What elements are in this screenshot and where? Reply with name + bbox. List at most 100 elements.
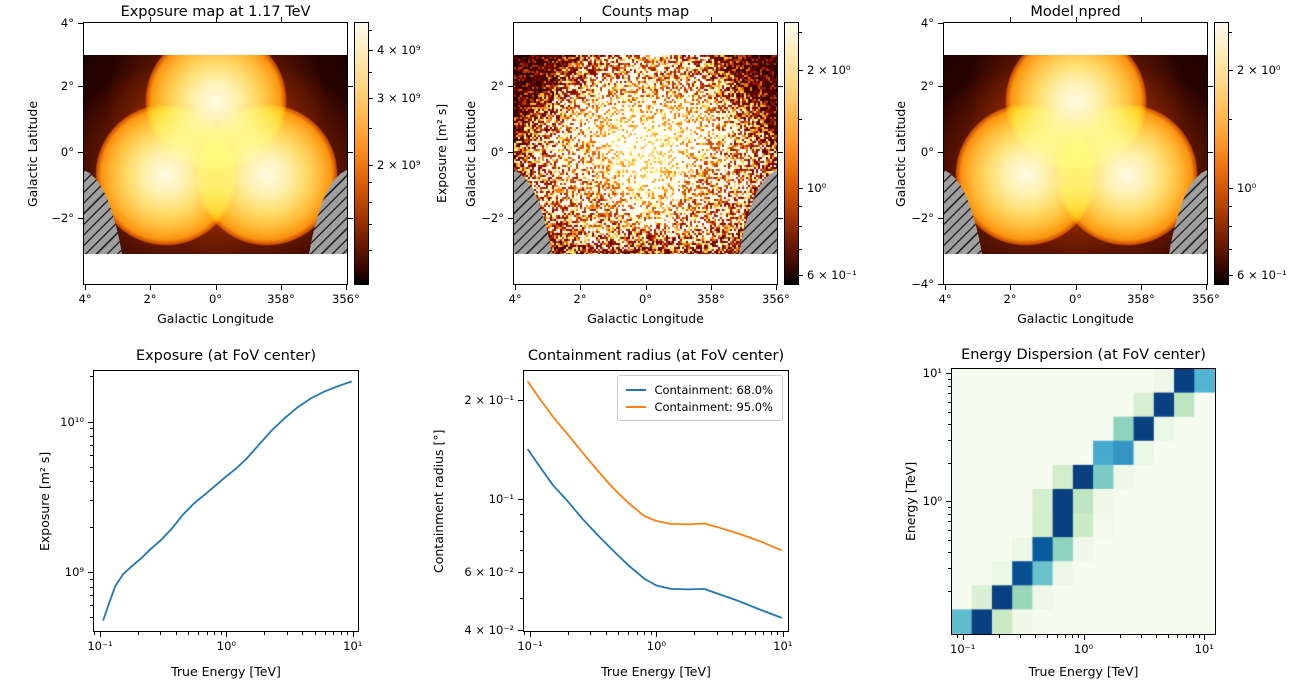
tick-mark <box>352 632 354 637</box>
tick-mark <box>369 224 372 226</box>
tick-label: 0° <box>920 144 934 159</box>
tick-label: 0° <box>1068 292 1083 306</box>
tick-mark <box>1056 635 1058 638</box>
tick-label: 2 × 10⁹ <box>377 157 421 172</box>
tick-mark <box>1020 635 1022 638</box>
tick-mark <box>518 629 523 631</box>
tick-label: 4° <box>60 16 74 31</box>
tick-label: 10⁰ <box>807 181 827 196</box>
tick-mark <box>799 226 802 228</box>
tick-mark <box>518 399 523 401</box>
tick-label: 10⁰ <box>216 639 237 653</box>
tick-mark <box>215 17 217 22</box>
series-exposure <box>102 380 353 621</box>
tick-mark <box>1077 635 1079 638</box>
tick-mark <box>302 632 304 635</box>
tick-mark <box>1208 151 1213 153</box>
tick-label: 4 × 10⁻² <box>464 622 514 637</box>
tick-mark <box>345 285 347 290</box>
tick-label: 4° <box>938 292 952 306</box>
colorbar-counts-map <box>784 22 799 285</box>
tick-mark <box>280 285 282 290</box>
tick-mark <box>716 632 718 635</box>
plot-title-energy-dispersion: Energy Dispersion (at FoV center) <box>961 347 1206 363</box>
exposure-map-axes <box>83 22 348 285</box>
tick-mark <box>799 69 803 71</box>
tick-mark <box>645 285 647 290</box>
tick-mark <box>90 586 93 588</box>
tick-mark <box>948 513 951 515</box>
tick-mark <box>90 605 93 607</box>
tick-mark <box>520 530 523 532</box>
tick-mark <box>1229 275 1233 277</box>
containment-radius-axes: Containment: 68.0% Containment: 95.0% <box>523 370 789 632</box>
tick-mark <box>524 632 526 635</box>
tick-mark <box>948 521 951 523</box>
tick-mark <box>215 285 217 290</box>
tick-mark <box>348 85 353 87</box>
tick-label: 10⁻¹ <box>517 639 543 653</box>
legend-line-orange <box>626 405 647 408</box>
counts-map-image <box>514 55 777 254</box>
tick-mark <box>78 85 83 87</box>
tick-mark <box>1035 635 1037 638</box>
tick-mark <box>1229 248 1232 250</box>
tick-mark <box>138 632 140 635</box>
tick-mark <box>636 632 638 635</box>
model-npred-axes <box>943 22 1208 285</box>
tick-label: 6 × 10⁻¹ <box>1237 268 1287 283</box>
tick-mark <box>799 275 803 277</box>
tick-mark <box>1204 635 1206 640</box>
tick-mark <box>90 481 93 483</box>
tick-label: −2° <box>481 210 504 225</box>
tick-mark <box>650 632 652 635</box>
tick-label: 10⁰ <box>1073 642 1094 656</box>
tick-label: 10¹ <box>1194 642 1214 656</box>
tick-mark <box>150 17 152 22</box>
tick-mark <box>160 632 162 635</box>
map-empty-band <box>514 23 777 55</box>
tick-label: 358° <box>1127 292 1155 306</box>
tick-mark <box>100 632 102 637</box>
tick-label: 0° <box>60 144 74 159</box>
tick-mark <box>280 17 282 22</box>
tick-label: 358° <box>267 292 295 306</box>
tick-label: 10⁰ <box>646 639 667 653</box>
tick-label: 4 × 10⁹ <box>377 42 421 57</box>
tick-mark <box>214 632 216 635</box>
tick-label: 2° <box>490 78 504 93</box>
tick-mark <box>948 411 951 413</box>
tick-mark <box>176 632 178 635</box>
tick-mark <box>763 632 765 635</box>
tick-mark <box>90 466 93 468</box>
tick-mark <box>1208 217 1213 219</box>
tick-mark <box>90 444 93 446</box>
tick-mark <box>333 632 335 635</box>
tick-mark <box>520 549 523 551</box>
tick-mark <box>94 632 96 635</box>
tick-mark <box>1229 205 1232 207</box>
tick-mark <box>369 182 372 184</box>
tick-mark <box>90 436 93 438</box>
tick-mark <box>799 248 802 250</box>
legend-label-95: Containment: 95.0% <box>654 399 773 414</box>
legend: Containment: 68.0% Containment: 95.0% <box>617 375 783 421</box>
plot-title-containment: Containment radius (at FoV center) <box>527 348 785 364</box>
tick-mark <box>948 379 951 381</box>
plot-title-exposure-profile: Exposure (at FoV center) <box>135 348 317 364</box>
tick-mark <box>90 595 93 597</box>
tick-mark <box>188 632 190 635</box>
tick-mark <box>78 217 83 219</box>
tick-mark <box>568 632 570 635</box>
tick-mark <box>518 571 523 573</box>
colorbar-exposure-map <box>354 22 369 285</box>
x-axis-label-true-energy-3: True Energy [TeV] <box>1028 664 1139 679</box>
exposure-profile-axes <box>93 370 359 632</box>
tick-mark <box>948 552 951 554</box>
y-axis-label-containment-radius: Containment radius [°] <box>431 429 446 573</box>
x-axis-label-true-energy-1: True Energy [TeV] <box>171 664 281 679</box>
tick-mark <box>348 151 353 153</box>
tick-label: 6 × 10⁻² <box>464 564 514 579</box>
tick-mark <box>369 49 373 51</box>
tick-mark <box>656 632 658 637</box>
